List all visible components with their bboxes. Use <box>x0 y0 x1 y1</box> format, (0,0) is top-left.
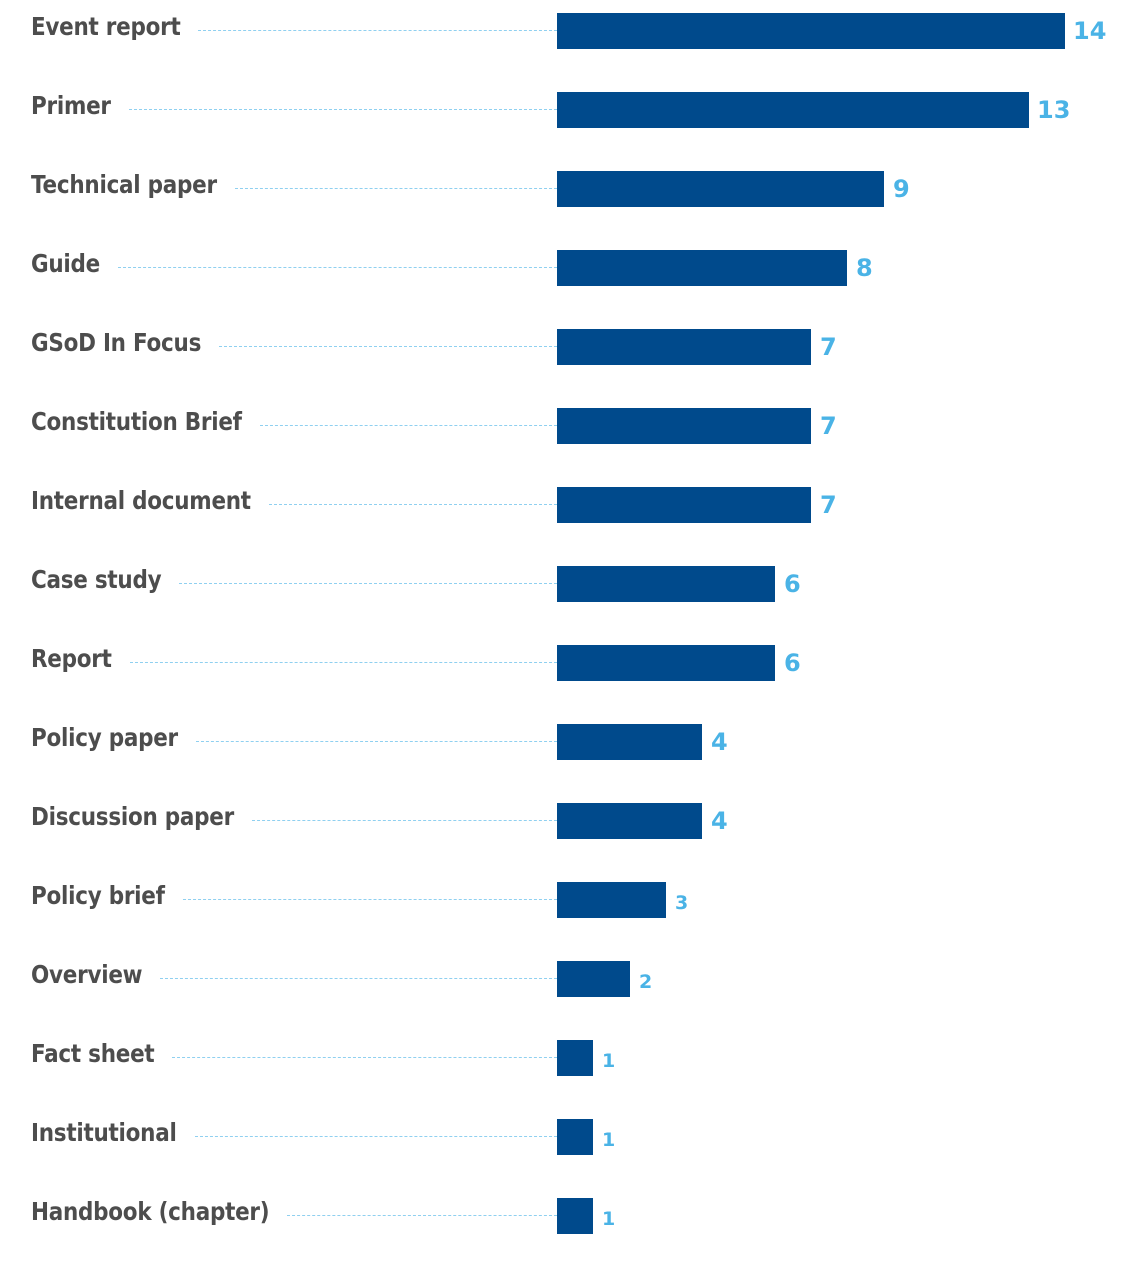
bar-row-discussion-paper: Discussion paper 4 <box>0 790 1125 869</box>
value-label: 6 <box>784 649 801 677</box>
bar-row-primer: Primer 13 <box>0 79 1125 158</box>
value-label: 8 <box>856 254 873 282</box>
bar-row-event-report: Event report 14 <box>0 0 1125 79</box>
bar-row-institutional: Institutional 1 <box>0 1106 1125 1185</box>
category-label: Report <box>31 644 112 673</box>
category-label: Fact sheet <box>31 1039 155 1068</box>
leader-line <box>118 267 557 268</box>
bar-event-report <box>557 13 1065 49</box>
bar-row-overview: Overview 2 <box>0 948 1125 1027</box>
leader-line <box>160 978 557 979</box>
category-label: Handbook (chapter) <box>31 1197 270 1226</box>
bar-institutional <box>557 1119 593 1155</box>
bar-discussion-paper <box>557 803 702 839</box>
bar-chart: Event report 14 Primer 13 Technical paper 9 Gu… <box>0 0 1125 1234</box>
value-label: 1 <box>602 1050 616 1072</box>
value-label: 13 <box>1037 96 1071 124</box>
category-label: Guide <box>31 249 101 278</box>
category-label: Overview <box>31 960 143 989</box>
leader-line <box>129 662 557 663</box>
bar-row-handbook-chapter: Handbook (chapter) 1 <box>0 1185 1125 1264</box>
value-label: 9 <box>893 175 910 203</box>
leader-line <box>287 1215 557 1216</box>
bar-gsod-in-focus <box>557 329 811 365</box>
value-label: 3 <box>675 892 689 914</box>
bar-row-case-study: Case study 6 <box>0 553 1125 632</box>
category-label: Case study <box>31 565 162 594</box>
value-label: 7 <box>820 412 837 440</box>
bar-row-report: Report 6 <box>0 632 1125 711</box>
bar-row-guide: Guide 8 <box>0 237 1125 316</box>
value-label: 1 <box>602 1129 616 1151</box>
bar-row-technical-paper: Technical paper 9 <box>0 158 1125 237</box>
leader-line <box>195 741 557 742</box>
category-label: Institutional <box>31 1118 177 1147</box>
value-label: 4 <box>711 728 728 756</box>
value-label: 6 <box>784 570 801 598</box>
value-label: 1 <box>602 1208 616 1230</box>
category-label: Policy brief <box>31 881 165 910</box>
value-label: 7 <box>820 491 837 519</box>
bar-guide <box>557 250 847 286</box>
bar-row-fact-sheet: Fact sheet 1 <box>0 1027 1125 1106</box>
category-label: Policy paper <box>31 723 178 752</box>
bar-policy-paper <box>557 724 702 760</box>
bar-case-study <box>557 566 775 602</box>
bar-internal-document <box>557 487 811 523</box>
category-label: GSoD In Focus <box>31 328 202 357</box>
category-label: Technical paper <box>31 170 217 199</box>
value-label: 4 <box>711 807 728 835</box>
bar-technical-paper <box>557 171 884 207</box>
leader-line <box>194 1136 557 1137</box>
bar-row-internal-document: Internal document 7 <box>0 474 1125 553</box>
value-label: 7 <box>820 333 837 361</box>
leader-line <box>182 899 557 900</box>
category-label: Primer <box>31 91 111 120</box>
leader-line <box>219 346 557 347</box>
bar-row-constitution-brief: Constitution Brief 7 <box>0 395 1125 474</box>
leader-line <box>179 583 557 584</box>
leader-line <box>198 30 557 31</box>
leader-line <box>172 1057 557 1058</box>
bar-row-policy-brief: Policy brief 3 <box>0 869 1125 948</box>
bar-policy-brief <box>557 882 666 918</box>
leader-line <box>259 425 557 426</box>
bar-constitution-brief <box>557 408 811 444</box>
category-label: Internal document <box>31 486 251 515</box>
bar-row-policy-paper: Policy paper 4 <box>0 711 1125 790</box>
value-label: 2 <box>639 971 653 993</box>
category-label: Constitution Brief <box>31 407 242 436</box>
bar-handbook-chapter <box>557 1198 593 1234</box>
category-label: Event report <box>31 12 181 41</box>
leader-line <box>234 188 557 189</box>
value-label: 14 <box>1073 17 1107 45</box>
bar-row-gsod-in-focus: GSoD In Focus 7 <box>0 316 1125 395</box>
bar-report <box>557 645 775 681</box>
leader-line <box>128 109 557 110</box>
bar-primer <box>557 92 1029 128</box>
bar-overview <box>557 961 630 997</box>
leader-line <box>268 504 557 505</box>
leader-line <box>251 820 557 821</box>
category-label: Discussion paper <box>31 802 234 831</box>
bar-fact-sheet <box>557 1040 593 1076</box>
